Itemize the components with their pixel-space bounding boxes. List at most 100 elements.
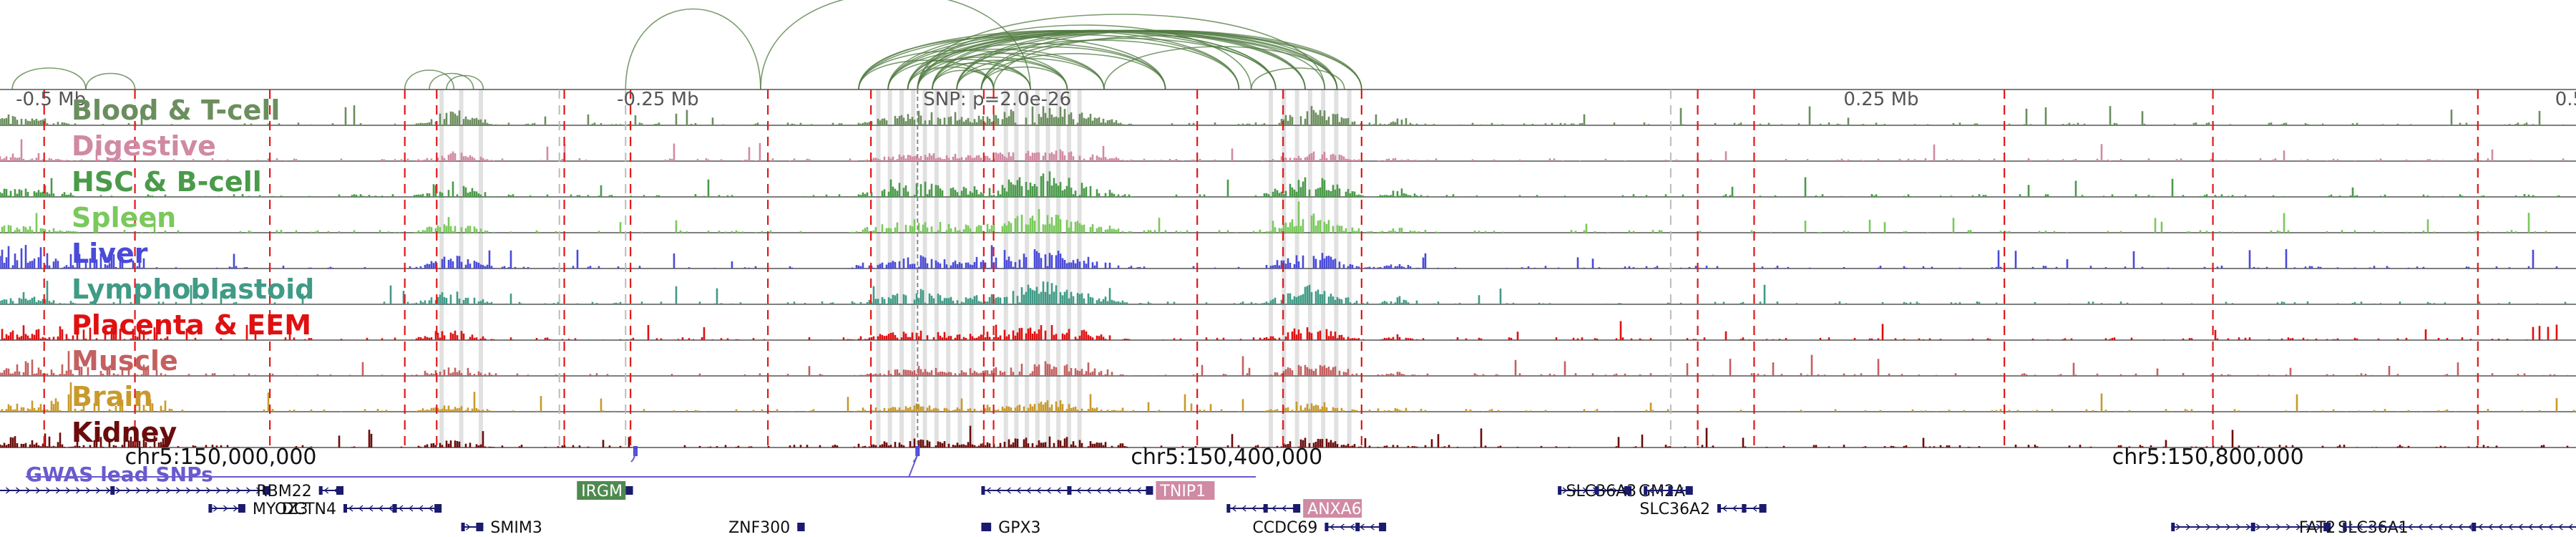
loop-arc xyxy=(1250,67,1345,90)
track-label: Brain xyxy=(72,381,152,412)
gene-exon xyxy=(2343,523,2347,531)
gene: TNIP1 xyxy=(981,481,1215,500)
gene-strand-chevrons xyxy=(466,523,471,531)
gene-strand-chevrons xyxy=(2348,523,2573,531)
gene-exon xyxy=(1263,504,1268,513)
signal-bars xyxy=(0,281,2567,304)
gene-label: GPX3 xyxy=(998,519,1040,537)
gene-strand-chevrons xyxy=(0,487,261,494)
distance-label: -0.25 Mb xyxy=(617,89,698,110)
gene-exon xyxy=(238,504,245,513)
gene-exon xyxy=(434,504,442,513)
gene-exon xyxy=(984,523,992,531)
track-label: Kidney xyxy=(72,417,177,448)
loop-arc xyxy=(917,14,1326,90)
gene-exon xyxy=(110,486,115,495)
gene-label: ZNF300 xyxy=(728,519,790,537)
track xyxy=(0,105,2576,126)
gwas-snp-tick xyxy=(912,449,919,463)
track xyxy=(0,139,2576,162)
gene-exon xyxy=(1226,504,1231,513)
gene-exon xyxy=(1717,504,1721,513)
gene: DCTN4 xyxy=(282,500,442,518)
gene-strand-chevrons xyxy=(1231,505,1297,512)
gene-label: SLC36A3 xyxy=(1566,483,1637,500)
loop-arc xyxy=(429,72,474,90)
gene-exon xyxy=(1324,523,1329,531)
loop-arc xyxy=(11,67,87,90)
distance-label: -0.5 Mb xyxy=(16,89,86,110)
loop-arc xyxy=(956,68,1031,90)
gene-strand-chevrons xyxy=(348,505,434,512)
gene-exon xyxy=(1685,486,1693,495)
signal-bars xyxy=(0,382,2575,412)
track xyxy=(0,245,2576,269)
gene-label: DCTN4 xyxy=(282,500,336,518)
track xyxy=(0,201,2576,233)
loop-arc xyxy=(625,8,761,90)
gene-exon xyxy=(336,486,343,495)
gwas-track-label: GWAS lead SNPs xyxy=(26,463,213,486)
gene-exon xyxy=(461,523,465,531)
gene-exon xyxy=(476,523,484,531)
signal-bars xyxy=(1,321,2558,340)
gene-label: IRGM xyxy=(581,483,623,500)
track-label: Digestive xyxy=(72,130,216,162)
gwas-connector xyxy=(907,454,1256,478)
gene-exon xyxy=(343,504,347,513)
coordinate-label: chr5:150,000,000 xyxy=(125,445,317,470)
signal-bars xyxy=(0,171,2560,197)
loop-arc xyxy=(446,74,484,90)
gene-exon xyxy=(1644,486,1648,495)
loop-arc xyxy=(1103,46,1338,90)
track-labels: -0.5 Mb -0.25 Mb 0.25 Mb 0.5 Mb SNP: p=2.0e-… xyxy=(16,89,2576,448)
gene-exon xyxy=(1742,504,1747,513)
signal-bars xyxy=(0,425,2569,448)
gene: RBM22 xyxy=(256,483,343,500)
gene-exon xyxy=(1146,486,1153,495)
gene: ZNF300 xyxy=(728,519,805,537)
gene-exon xyxy=(392,504,397,513)
gene-label: SLC36A1 xyxy=(2338,519,2409,537)
gene-exon xyxy=(2250,523,2255,531)
gene-exon xyxy=(1379,523,1387,531)
track-label: Spleen xyxy=(72,202,176,233)
gene-exon xyxy=(1355,523,1360,531)
gene: SLC36A3 xyxy=(1566,483,1693,500)
gene-exon xyxy=(263,486,270,495)
loop-arc xyxy=(956,58,1105,90)
gene-strand-chevrons xyxy=(1330,523,1375,531)
gene-strand-chevrons xyxy=(213,505,238,512)
gene-exon xyxy=(1759,504,1767,513)
track-label: Liver xyxy=(72,238,148,269)
gene-exon xyxy=(1668,486,1673,495)
lead-snp-label: SNP: p=2.0e-26 xyxy=(923,89,1071,110)
loop-arc xyxy=(980,66,1068,90)
track xyxy=(0,425,2576,448)
signal-bars xyxy=(0,245,2558,268)
gene-highlight xyxy=(1156,481,1215,500)
loop-arc xyxy=(760,0,1031,90)
track-label: Muscle xyxy=(72,345,178,377)
chromatin-loops xyxy=(11,0,1362,90)
gene-label: FAT2 xyxy=(2299,519,2336,537)
gene-strand-chevrons xyxy=(2175,523,2321,531)
gene-exon xyxy=(981,486,985,495)
gene-label: ANXA6 xyxy=(1307,500,1362,518)
gene-exon xyxy=(797,523,805,531)
signal-tracks xyxy=(0,89,2576,448)
signal-bars xyxy=(0,105,2565,125)
gene-highlight xyxy=(577,481,626,500)
signal-bars xyxy=(0,139,2565,161)
loop-arc xyxy=(980,29,1338,90)
loop-arc xyxy=(980,53,1166,90)
track-label: Placenta & EEM xyxy=(72,309,311,341)
gene: CCDC69 xyxy=(1252,519,1387,537)
gene: IPO xyxy=(0,486,270,495)
gene: IRGM xyxy=(577,481,633,500)
gene: GPX3 xyxy=(981,519,1041,537)
gene-exon xyxy=(2171,523,2175,531)
track-label: HSC & B-cell xyxy=(72,166,262,198)
loop-arc xyxy=(980,38,1277,90)
